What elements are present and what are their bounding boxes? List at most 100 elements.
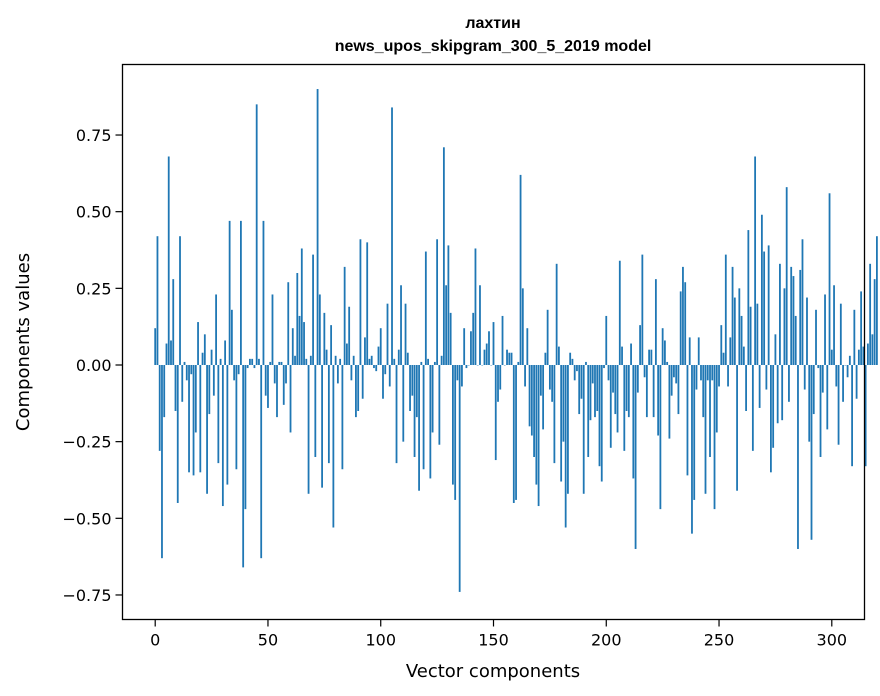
bar — [812, 365, 815, 415]
bar — [830, 349, 833, 365]
bar — [485, 343, 488, 365]
bar — [808, 365, 811, 442]
bar — [314, 365, 317, 457]
bar — [539, 365, 542, 396]
bar — [409, 365, 411, 411]
bar — [479, 285, 481, 365]
bar — [533, 365, 535, 457]
bar — [235, 365, 238, 470]
bar — [249, 358, 251, 365]
bar — [594, 365, 596, 418]
bar — [442, 147, 445, 365]
bar — [212, 365, 215, 396]
bar — [348, 306, 351, 365]
bar — [772, 365, 775, 448]
bar — [600, 365, 603, 482]
bar — [336, 365, 339, 384]
bar — [170, 340, 172, 365]
bar — [873, 279, 876, 365]
bar — [287, 282, 290, 365]
bar — [436, 239, 439, 365]
bar — [298, 315, 301, 365]
bar — [738, 288, 741, 365]
bar — [226, 365, 229, 485]
bar — [411, 365, 414, 396]
bar — [736, 365, 738, 491]
bar — [210, 349, 213, 365]
bar — [783, 288, 786, 365]
bar — [388, 365, 391, 387]
y-tick-label: −0.25 — [62, 433, 111, 452]
bar — [240, 220, 242, 365]
bar — [767, 245, 770, 365]
bar — [650, 349, 653, 365]
bar — [625, 365, 628, 411]
bar — [645, 365, 648, 418]
bar — [172, 279, 175, 365]
bar — [327, 365, 330, 464]
bar — [528, 365, 531, 427]
bar — [406, 352, 409, 365]
bar — [828, 193, 831, 365]
bar — [871, 334, 874, 365]
bar — [379, 328, 382, 365]
bar — [546, 309, 549, 365]
bar — [285, 365, 287, 384]
bar — [332, 365, 335, 528]
bar — [183, 361, 186, 365]
bar — [510, 352, 513, 365]
bar — [307, 365, 310, 494]
bar — [291, 328, 294, 365]
bar — [571, 358, 574, 365]
bar — [440, 355, 443, 365]
bar — [461, 365, 463, 387]
bar — [560, 365, 563, 482]
bar — [208, 365, 211, 415]
bar — [661, 328, 664, 365]
bar — [447, 245, 450, 365]
bar — [163, 365, 166, 418]
bar — [273, 365, 276, 384]
bar — [792, 276, 795, 365]
bar — [309, 355, 312, 365]
bar — [267, 365, 269, 408]
bar — [424, 251, 427, 365]
chart-title-line2: news_upos_skipgram_300_5_2019 model — [335, 38, 652, 55]
bar — [206, 365, 208, 494]
bar — [334, 355, 337, 365]
bar — [386, 303, 389, 365]
bar — [675, 365, 678, 384]
bar — [271, 294, 274, 365]
bar — [562, 365, 565, 442]
bar — [321, 365, 323, 488]
bar — [589, 365, 592, 421]
bar — [219, 358, 222, 365]
bar — [188, 365, 190, 473]
y-tick-label: 0.75 — [76, 126, 112, 145]
bar — [497, 365, 499, 402]
chart-title-line1: лахтин — [465, 15, 520, 32]
bar — [452, 365, 454, 485]
bar — [677, 365, 680, 415]
bar — [576, 365, 578, 372]
bar — [346, 343, 348, 365]
bar — [343, 266, 346, 365]
bar — [603, 365, 605, 369]
bar — [806, 297, 808, 365]
bar — [201, 352, 204, 365]
bar — [474, 248, 477, 365]
bar — [643, 365, 646, 378]
bar — [810, 365, 813, 540]
bar — [221, 365, 224, 507]
bar — [803, 365, 806, 390]
bar — [190, 365, 193, 375]
bar — [770, 365, 772, 473]
bar — [612, 365, 614, 393]
bar — [709, 365, 711, 457]
bar — [851, 365, 853, 467]
bar — [729, 337, 732, 365]
bar — [251, 358, 254, 365]
bar — [366, 242, 369, 365]
bar — [636, 365, 639, 393]
bar — [305, 358, 308, 365]
